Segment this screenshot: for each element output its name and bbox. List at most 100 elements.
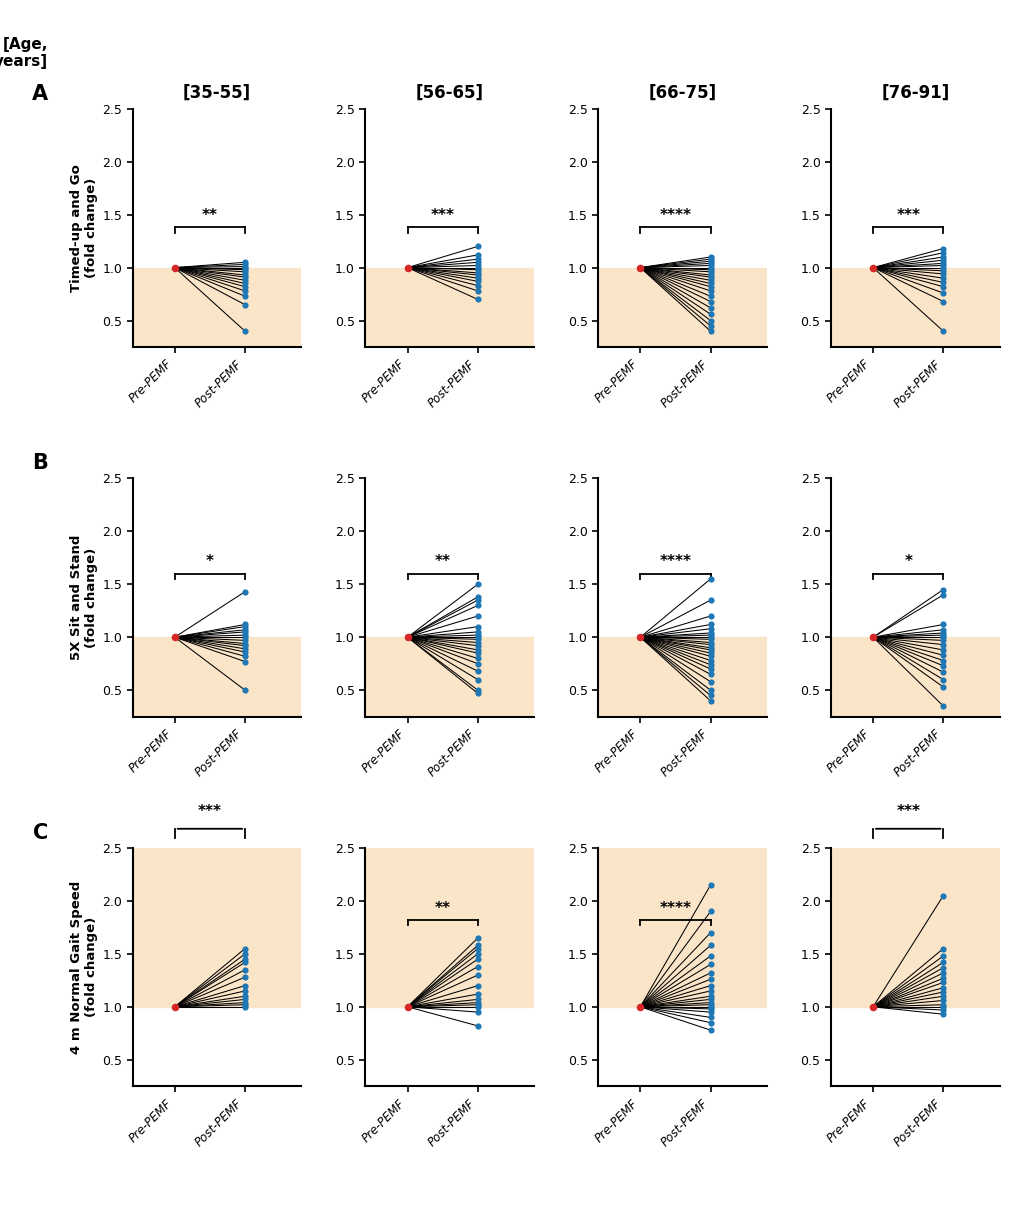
Point bbox=[469, 575, 485, 594]
Point bbox=[934, 625, 951, 645]
Point bbox=[469, 617, 485, 636]
Point bbox=[236, 623, 253, 642]
Point bbox=[934, 978, 951, 997]
Point bbox=[702, 651, 718, 670]
Bar bbox=[365, 268, 534, 348]
Text: ****: **** bbox=[659, 554, 691, 570]
Point bbox=[469, 990, 485, 1009]
Point bbox=[934, 939, 951, 958]
Bar bbox=[365, 637, 534, 717]
Point bbox=[934, 261, 951, 280]
Point bbox=[702, 981, 718, 1001]
Point bbox=[702, 976, 718, 996]
Point bbox=[469, 237, 485, 256]
Point bbox=[934, 579, 951, 599]
Point bbox=[236, 950, 253, 969]
Point bbox=[469, 1016, 485, 1036]
Point bbox=[702, 268, 718, 287]
Point bbox=[236, 286, 253, 305]
Point bbox=[236, 634, 253, 653]
Point bbox=[934, 284, 951, 303]
Text: **: ** bbox=[434, 554, 450, 570]
Point bbox=[236, 631, 253, 651]
Bar bbox=[132, 847, 301, 1007]
Point bbox=[934, 251, 951, 270]
Bar bbox=[830, 637, 999, 717]
Point bbox=[469, 632, 485, 652]
Point bbox=[702, 256, 718, 275]
Point bbox=[702, 614, 718, 634]
Point bbox=[166, 997, 182, 1016]
Point bbox=[236, 642, 253, 661]
Point bbox=[702, 990, 718, 1009]
Point bbox=[934, 278, 951, 297]
Point bbox=[469, 661, 485, 681]
Point bbox=[702, 274, 718, 293]
Point bbox=[469, 260, 485, 279]
Title: [76-91]: [76-91] bbox=[880, 83, 949, 101]
Point bbox=[236, 258, 253, 278]
Y-axis label: 5X Sit and Stand
(fold change): 5X Sit and Stand (fold change) bbox=[70, 535, 98, 660]
Point bbox=[236, 278, 253, 297]
Point bbox=[469, 268, 485, 287]
Point bbox=[702, 643, 718, 663]
Point bbox=[702, 266, 718, 285]
Bar bbox=[597, 637, 766, 717]
Point bbox=[934, 952, 951, 972]
Point bbox=[702, 647, 718, 666]
Text: ***: *** bbox=[896, 208, 919, 223]
Point bbox=[702, 655, 718, 675]
Point bbox=[236, 274, 253, 293]
Point bbox=[702, 304, 718, 323]
Point bbox=[702, 250, 718, 269]
Point bbox=[469, 623, 485, 642]
Point bbox=[469, 640, 485, 659]
Point bbox=[469, 985, 485, 1004]
Point bbox=[236, 620, 253, 640]
Point bbox=[702, 1013, 718, 1032]
Point bbox=[702, 298, 718, 317]
Point bbox=[469, 670, 485, 689]
Title: [56-65]: [56-65] bbox=[416, 83, 483, 101]
Point bbox=[864, 628, 880, 647]
Point bbox=[236, 268, 253, 287]
Point bbox=[702, 632, 718, 652]
Point bbox=[702, 635, 718, 654]
Point bbox=[934, 997, 951, 1016]
Point bbox=[469, 281, 485, 301]
Point bbox=[934, 670, 951, 689]
Point bbox=[702, 640, 718, 659]
Point bbox=[236, 681, 253, 700]
Point bbox=[702, 606, 718, 625]
Text: A: A bbox=[33, 83, 48, 104]
Point bbox=[236, 993, 253, 1013]
Point bbox=[236, 944, 253, 963]
Point bbox=[236, 281, 253, 301]
Point bbox=[934, 620, 951, 640]
Point bbox=[469, 588, 485, 607]
Point bbox=[934, 677, 951, 696]
Point bbox=[702, 986, 718, 1005]
Point bbox=[702, 630, 718, 649]
Point bbox=[236, 257, 253, 276]
Point bbox=[934, 657, 951, 676]
Point bbox=[934, 273, 951, 292]
Point bbox=[469, 245, 485, 264]
Point bbox=[934, 663, 951, 682]
Point bbox=[399, 997, 416, 1016]
Y-axis label: 4 m Normal Gait Speed
(fold change): 4 m Normal Gait Speed (fold change) bbox=[70, 880, 98, 1054]
Point bbox=[934, 982, 951, 1002]
Point bbox=[702, 999, 718, 1019]
Point bbox=[702, 1020, 718, 1039]
Bar bbox=[830, 268, 999, 348]
Point bbox=[236, 960, 253, 979]
Point bbox=[469, 630, 485, 649]
Point bbox=[236, 614, 253, 634]
Point bbox=[469, 256, 485, 275]
Point bbox=[702, 639, 718, 658]
Point bbox=[236, 617, 253, 636]
Bar bbox=[132, 268, 301, 348]
Point bbox=[702, 247, 718, 267]
Point bbox=[236, 976, 253, 996]
Point bbox=[236, 321, 253, 340]
